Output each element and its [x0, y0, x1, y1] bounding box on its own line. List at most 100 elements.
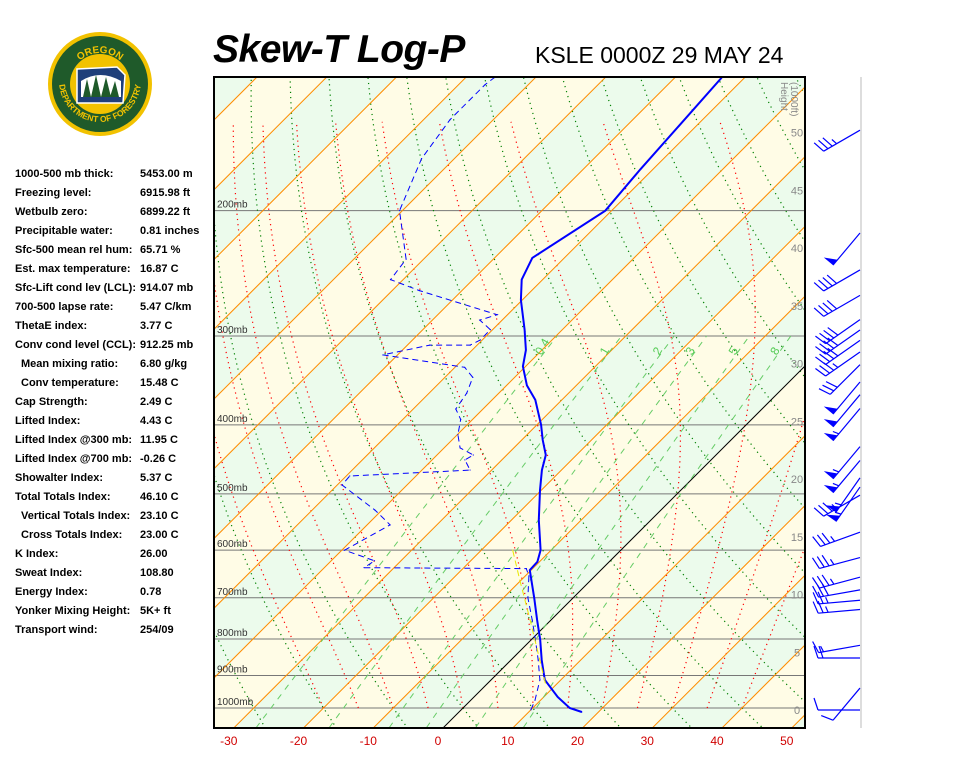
wind-barb-half-feather [832, 482, 840, 487]
wind-barb-feather [823, 350, 835, 360]
stat-value: 46.10 C [140, 491, 179, 503]
stat-label: Freezing level: [15, 187, 92, 199]
wind-barb-feather [816, 534, 826, 546]
wind-barb-feather [822, 277, 833, 287]
x-tick-label: 20 [571, 734, 585, 748]
wind-barb-feather [815, 346, 826, 355]
wind-barb-staff [832, 687, 861, 721]
stat-row: Sfc-500 mean rel hum: 65.71 % [15, 244, 199, 263]
wind-barb-feather [815, 335, 826, 345]
dry-adiabat [822, 53, 960, 738]
dewpoint-point [398, 210, 401, 212]
height-tick-label: 5 [794, 647, 800, 659]
stat-row: Yonker Mixing Height: 5K+ ft [15, 605, 199, 624]
dewpoint-point [484, 84, 486, 86]
isotherm [214, 77, 328, 191]
height-tick-label: 50 [791, 128, 803, 140]
dewpoint-point [472, 376, 474, 378]
temperature-point [540, 424, 542, 426]
temperature-point [569, 707, 571, 709]
dry-adiabat [406, 77, 764, 728]
height-tick-label: 15 [791, 532, 803, 544]
wind-barb-feather [812, 585, 820, 598]
wind-barb [813, 494, 861, 517]
temperature-point [521, 279, 523, 281]
wind-barb-feather [819, 332, 831, 342]
wind-barb-feather [818, 279, 829, 289]
stat-label: Precipitable water: [15, 225, 113, 237]
height-axis-title: Height [778, 82, 789, 111]
dewpoint-point [531, 619, 533, 621]
moist-adiabat [232, 121, 394, 709]
wind-barb-half-feather [832, 430, 840, 435]
wind-barb-half-feather [830, 536, 836, 542]
dewpoint-point [525, 568, 527, 570]
wind-barb [813, 269, 861, 292]
dry-adiabat [899, 53, 960, 738]
dry-adiabat [289, 77, 551, 728]
wind-barb [815, 319, 861, 345]
plot-frame [213, 76, 806, 729]
stat-row: Wetbulb zero: 6899.22 ft [15, 206, 199, 225]
station-time-label: KSLE 0000Z 29 MAY 24 [535, 42, 784, 68]
dewpoint-point [363, 567, 365, 569]
wind-barb-half-feather [834, 502, 842, 506]
wind-barb [812, 531, 861, 548]
height-tick-label: 0 [794, 705, 800, 717]
stat-value: 254/09 [140, 624, 174, 636]
pressure-label: 400mb [217, 414, 248, 425]
stat-label: 1000-500 mb thick: [15, 168, 114, 180]
stat-label: Sfc-500 mean rel hum: [15, 244, 133, 256]
wind-barb-feather [818, 504, 829, 515]
stat-label: ThetaE index: [15, 320, 88, 332]
stat-row: Lifted Index @300 mb: 11.95 C [15, 434, 199, 453]
wind-barb-feather [812, 592, 819, 605]
zero-isotherm [442, 365, 805, 728]
temperature-point [520, 299, 522, 301]
stat-label: Sfc-Lift cond lev (LCL): [15, 282, 136, 294]
stat-row: Conv temperature: 15.48 C [15, 377, 199, 396]
wind-barb-half-feather [832, 363, 839, 368]
stat-value: 23.00 C [140, 529, 179, 541]
pressure-label: 600mb [217, 539, 248, 550]
stat-row: Sfc-Lift cond lev (LCL): 914.07 mb [15, 282, 199, 301]
dewpoint-point [539, 679, 541, 681]
wind-barb-feather [823, 362, 835, 371]
parcel-point [529, 619, 531, 621]
wind-barb-staff [825, 319, 861, 345]
stat-row: 1000-500 mb thick: 5453.00 m [15, 168, 199, 187]
dewpoint-point [459, 447, 461, 449]
wind-barb-feather [821, 574, 830, 586]
wind-barb-staff [825, 329, 861, 355]
temperature-point [538, 519, 540, 521]
temperature-point [522, 365, 524, 367]
temperature-point [526, 384, 528, 386]
isotherm [214, 77, 677, 540]
wind-barb-feather [819, 365, 831, 374]
wind-barb [826, 486, 861, 522]
wind-barb-feather [822, 302, 833, 312]
wind-barb-feather [823, 340, 835, 349]
wind-barb-feather [818, 388, 831, 395]
stat-label: Transport wind: [15, 624, 98, 636]
stat-row: Est. max temperature: 16.87 C [15, 263, 199, 282]
chart-title: Skew-T Log-P [213, 28, 465, 71]
wind-barb-staff [818, 589, 861, 598]
x-tick-label: 30 [641, 734, 655, 748]
dewpoint-point [472, 454, 474, 456]
stat-row: Conv cond level (CCL): 912.25 mb [15, 339, 199, 358]
dewpoint-point [469, 469, 471, 471]
wind-barb [813, 645, 860, 659]
stat-label: Energy Index: [15, 586, 88, 598]
height-tick-label: 20 [791, 474, 803, 486]
dewpoint-point [496, 314, 498, 316]
wind-barb-feather [811, 557, 820, 569]
wind-barb-feather [821, 554, 830, 567]
isotherm [852, 53, 960, 738]
stat-value: 16.87 C [140, 263, 179, 275]
stat-row: Energy Index: 0.78 [15, 586, 199, 605]
moist-adiabat [602, 121, 681, 709]
wind-barb-feather [822, 137, 833, 147]
wind-barb-feather [827, 347, 839, 357]
wind-barb [823, 446, 861, 480]
